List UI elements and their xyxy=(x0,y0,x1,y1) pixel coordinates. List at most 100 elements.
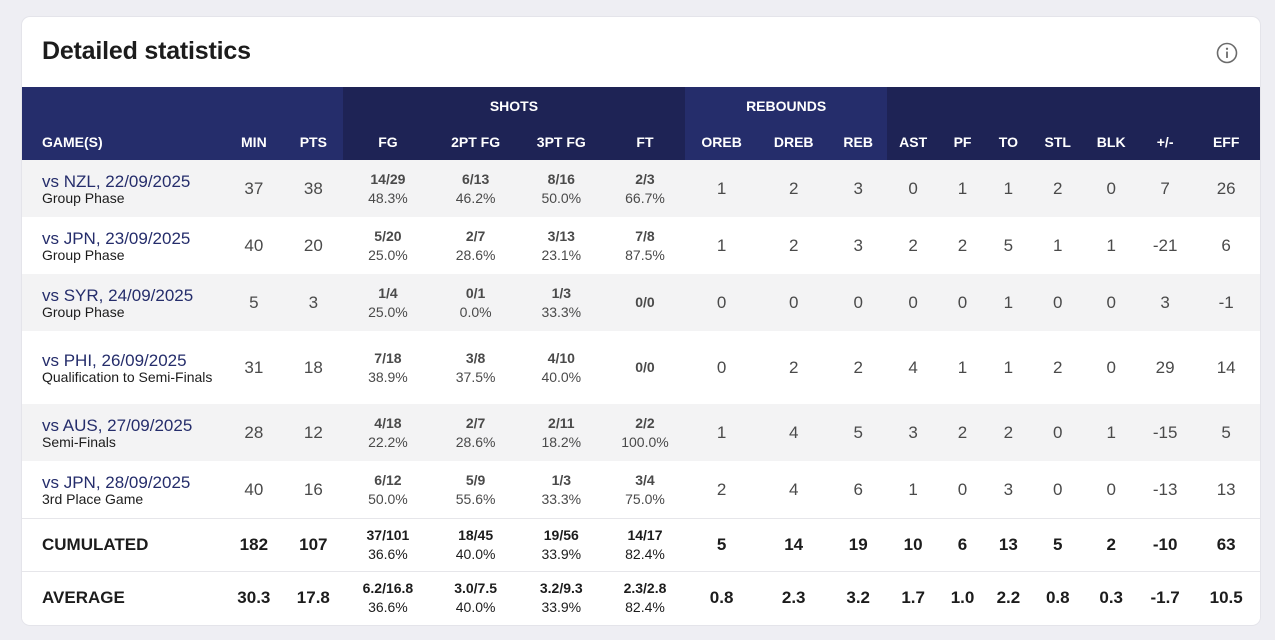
ft-made: 2.3/2.8 xyxy=(623,580,667,596)
group-blank xyxy=(22,87,343,124)
column-header-stl: STL xyxy=(1031,124,1085,160)
fg2-pct: 55.6% xyxy=(455,490,496,507)
fg-made: 6.2/16.8 xyxy=(362,580,414,596)
game-cell: vs JPN, 23/09/2025 Group Phase xyxy=(22,217,224,274)
stl-cell: 2 xyxy=(1031,331,1085,404)
pts-cell: 12 xyxy=(284,404,343,461)
fg2-cell: 0/1 0.0% xyxy=(433,274,518,331)
game-link[interactable]: vs NZL, 22/09/2025 xyxy=(42,172,191,191)
game-cell: vs JPN, 28/09/2025 3rd Place Game xyxy=(22,461,224,519)
to-cell: 3 xyxy=(985,461,1032,519)
fg-pct: 50.0% xyxy=(368,490,408,507)
min-cell: 182 xyxy=(223,518,285,572)
table-row: vs JPN, 23/09/2025 Group Phase 40 20 5/20 25.… xyxy=(22,217,1260,274)
ft-cell: 3/4 75.0% xyxy=(604,461,686,519)
fg2-pct: 37.5% xyxy=(455,368,496,385)
game-link[interactable]: vs AUS, 27/09/2025 xyxy=(42,416,193,435)
fg-cell: 37/101 36.6% xyxy=(342,518,434,572)
fg-cell: 4/18 22.2% xyxy=(342,404,434,461)
column-header-2pt-fg: 2PT FG xyxy=(433,124,518,160)
average-label: AVERAGE xyxy=(22,571,224,624)
fg-pct: 36.6% xyxy=(368,546,408,562)
game-phase: Group Phase xyxy=(42,304,125,320)
fg3-pct: 18.2% xyxy=(541,433,582,450)
fg3-pct: 33.9% xyxy=(541,546,582,562)
fg-pct: 25.0% xyxy=(368,246,408,263)
fg2-cell: 6/13 46.2% xyxy=(433,160,518,217)
column-header-oreb: OREB xyxy=(685,124,758,160)
fg3-pct: 33.3% xyxy=(541,490,582,507)
fg3-made: 3.2/9.3 xyxy=(539,580,583,596)
table-row: vs PHI, 26/09/2025 Qualification to Semi-… xyxy=(22,331,1260,404)
column-header-ft: FT xyxy=(604,124,686,160)
ft-made: 0/0 xyxy=(635,294,655,310)
fg3-cell: 8/16 50.0% xyxy=(517,160,605,217)
ft-cell: 2/2 100.0% xyxy=(604,404,686,461)
game-link[interactable]: vs SYR, 24/09/2025 xyxy=(42,286,194,305)
pm-cell: -21 xyxy=(1137,217,1193,274)
pf-cell: 1 xyxy=(939,331,986,404)
fg3-pct: 33.3% xyxy=(541,303,582,320)
stl-cell: 5 xyxy=(1031,518,1085,572)
dreb-cell: 2 xyxy=(757,331,830,404)
min-cell: 5 xyxy=(223,274,285,331)
blk-cell: 0 xyxy=(1084,461,1138,519)
fg2-made: 18/45 xyxy=(458,527,494,543)
stats-body: vs NZL, 22/09/2025 Group Phase 37 38 14/29 48… xyxy=(22,160,1260,624)
fg-cell: 5/20 25.0% xyxy=(342,217,434,274)
pts-cell: 16 xyxy=(284,461,343,519)
pm-cell: -1.7 xyxy=(1137,571,1193,624)
pf-cell: 2 xyxy=(939,404,986,461)
fg-cell: 14/29 48.3% xyxy=(342,160,434,217)
fg2-made: 5/9 xyxy=(465,471,486,488)
game-link[interactable]: vs JPN, 28/09/2025 xyxy=(42,473,191,492)
dreb-cell: 14 xyxy=(757,518,830,572)
game-phase: Group Phase xyxy=(42,190,125,206)
eff-cell: 14 xyxy=(1192,331,1260,404)
to-cell: 13 xyxy=(985,518,1032,572)
game-link[interactable]: vs JPN, 23/09/2025 xyxy=(42,229,191,248)
fg3-cell: 1/3 33.3% xyxy=(517,461,605,519)
fg3-cell: 1/3 33.3% xyxy=(517,274,605,331)
fg-made: 6/12 xyxy=(374,471,402,488)
to-cell: 5 xyxy=(985,217,1032,274)
dreb-cell: 2.3 xyxy=(757,571,830,624)
game-link[interactable]: vs PHI, 26/09/2025 xyxy=(42,351,187,370)
pm-cell: -10 xyxy=(1137,518,1193,572)
ast-cell: 0 xyxy=(886,160,940,217)
eff-cell: 6 xyxy=(1192,217,1260,274)
stl-cell: 0 xyxy=(1031,461,1085,519)
min-cell: 40 xyxy=(223,217,285,274)
blk-cell: 0 xyxy=(1084,160,1138,217)
fg2-cell: 2/7 28.6% xyxy=(433,217,518,274)
pts-cell: 18 xyxy=(284,331,343,404)
game-phase: 3rd Place Game xyxy=(42,491,144,507)
fg2-made: 6/13 xyxy=(461,170,490,187)
fg3-pct: 40.0% xyxy=(541,368,582,385)
fg3-made: 8/16 xyxy=(547,170,575,187)
ft-made: 2/3 xyxy=(635,170,655,187)
game-phase: Group Phase xyxy=(42,247,125,263)
oreb-cell: 0 xyxy=(685,331,758,404)
pts-cell: 3 xyxy=(284,274,343,331)
fg3-made: 2/11 xyxy=(548,414,575,431)
fg2-pct: 40.0% xyxy=(455,546,496,562)
pts-cell: 17.8 xyxy=(284,571,343,624)
ft-made: 7/8 xyxy=(635,227,655,244)
pf-cell: 6 xyxy=(939,518,986,572)
ft-cell: 2/3 66.7% xyxy=(604,160,686,217)
ft-pct: 87.5% xyxy=(625,246,665,263)
ast-cell: 2 xyxy=(886,217,940,274)
reb-cell: 3 xyxy=(829,160,887,217)
stats-table: SHOTS REBOUNDS GAME(S) MIN PTS FG 2PT FG 3PT … xyxy=(22,87,1260,624)
fg3-pct: 33.9% xyxy=(541,599,582,615)
table-row: vs SYR, 24/09/2025 Group Phase 5 3 1/4 25.0% 0… xyxy=(22,274,1260,331)
fg3-cell: 3.2/9.3 33.9% xyxy=(517,571,605,624)
table-row: vs NZL, 22/09/2025 Group Phase 37 38 14/29 48… xyxy=(22,160,1260,217)
blk-cell: 0 xyxy=(1084,331,1138,404)
group-header-row: SHOTS REBOUNDS xyxy=(22,87,1260,124)
ft-cell: 0/0 xyxy=(604,274,686,331)
column-header-3pt-fg: 3PT FG xyxy=(517,124,605,160)
column-header-fg: FG xyxy=(342,124,434,160)
info-circle-icon[interactable] xyxy=(1216,42,1238,64)
